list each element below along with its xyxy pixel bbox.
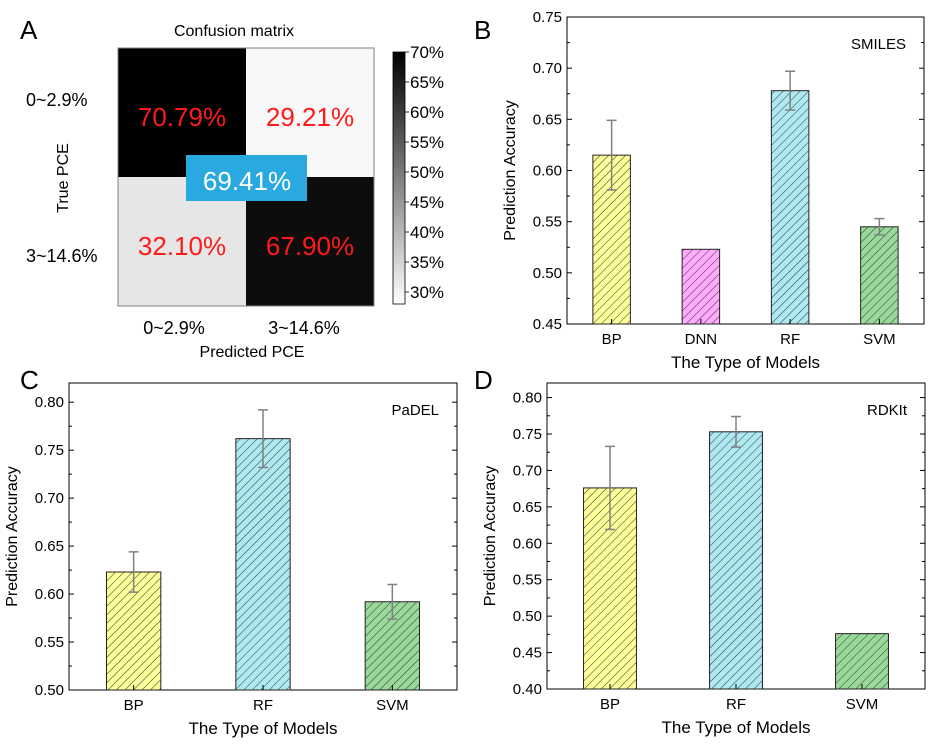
y-tick-label: 0.80 [35,394,64,411]
bar-hatch [235,438,291,691]
y-tick-label: 0.65 [533,111,562,128]
y-axis-label: Prediction Accuracy [4,466,21,607]
y-tick-label: 0.60 [35,586,64,603]
row-label-1: 3~14.6% [26,246,98,266]
confusion-matrix-xlabel: Predicted PCE [200,344,305,361]
x-tick-label: DNN [685,331,718,348]
y-axis-label: Prediction Accuracy [482,466,499,607]
y-tick-label: 0.70 [35,490,64,507]
matrix-border [117,47,375,307]
y-tick-label: 0.65 [513,499,542,516]
y-tick-label: 0.60 [513,535,542,552]
bar-hatch [709,431,763,690]
y-tick-label: 0.45 [513,645,542,662]
matrix-cell-label: 67.90% [266,231,354,261]
colorbar-tick-label: 50% [410,163,444,182]
x-axis-label: The Type of Models [671,353,820,372]
dataset-annotation: RDKIt [867,402,908,419]
y-tick-label: 0.45 [533,316,562,333]
confusion-matrix-panel: Confusion matrix True PCE Predicted PCE … [26,23,444,361]
bar-hatch [770,90,810,325]
row-label-0: 0~2.9% [26,90,88,110]
colorbar-tick-label: 45% [410,193,444,212]
panel-letter-b: B [474,15,491,45]
smiles-bar-chart: 0.45 0.50 0.55 0.60 0.65 0.70 0.75 BP DNN RF SVM Th… [502,9,925,372]
matrix-cell-label: 70.79% [138,102,226,132]
matrix-cell-label: 32.10% [138,231,226,261]
colorbar-tick-label: 40% [410,223,444,242]
colorbar-tick-label: 65% [410,73,444,92]
colorbar [392,51,406,305]
y-tick-label: 0.50 [35,682,64,699]
y-tick-label: 0.55 [513,572,542,589]
y-tick-label: 0.70 [513,462,542,479]
x-axis-label: The Type of Models [662,718,811,737]
y-tick-label: 0.60 [533,163,562,180]
panel-letter-d: D [474,365,493,395]
y-tick-label: 0.70 [533,60,562,77]
y-tick-label: 0.75 [35,442,64,459]
dataset-annotation: SMILES [851,36,906,53]
x-tick-label: SVM [846,696,879,713]
x-tick-label: RF [253,697,273,714]
panel-letter-a: A [20,15,38,45]
x-axis-label: The Type of Models [189,719,338,738]
x-tick-label: BP [124,697,144,714]
matrix-cell-label: 29.21% [266,102,354,132]
y-tick-label: 0.75 [513,426,542,443]
rdkit-bar-chart: 0.40 0.45 0.50 0.55 0.60 0.65 0.70 0.75 0.80 BP RF… [482,382,926,737]
dataset-annotation: PaDEL [391,402,439,419]
y-tick-label: 0.50 [533,265,562,282]
y-tick-label: 0.55 [35,634,64,651]
colorbar-tick-label: 70% [410,43,444,62]
y-tick-label: 0.50 [513,608,542,625]
y-axis-label: Prediction Accuracy [502,100,519,241]
x-tick-label: SVM [863,331,896,348]
y-tick-label: 0.80 [513,390,542,407]
col-label-0: 0~2.9% [143,318,205,338]
colorbar-tick-label: 60% [410,103,444,122]
confusion-matrix-ylabel: True PCE [55,143,72,213]
y-tick-label: 0.40 [513,681,542,698]
colorbar-tick-label: 30% [410,283,444,302]
padel-bar-chart: 0.50 0.55 0.60 0.65 0.70 0.75 0.80 BP RF SVM The T… [4,382,458,738]
overall-accuracy-label: 69.41% [203,166,291,196]
panel-letter-c: C [20,365,39,395]
col-label-1: 3~14.6% [268,318,340,338]
y-tick-label: 0.65 [35,538,64,555]
x-tick-label: BP [600,696,620,713]
colorbar-tick-label: 35% [410,253,444,272]
bar-hatch [835,633,889,690]
y-tick-label: 0.55 [533,214,562,231]
colorbar-tick-label: 55% [410,133,444,152]
bar-hatch [860,226,899,325]
bar-hatch [681,248,721,325]
x-tick-label: RF [726,696,746,713]
x-tick-label: BP [602,331,622,348]
x-tick-label: SVM [376,697,409,714]
overall-accuracy-box [186,155,307,201]
y-tick-label: 0.75 [533,9,562,26]
confusion-matrix-title: Confusion matrix [174,23,294,40]
x-tick-label: RF [780,331,800,348]
